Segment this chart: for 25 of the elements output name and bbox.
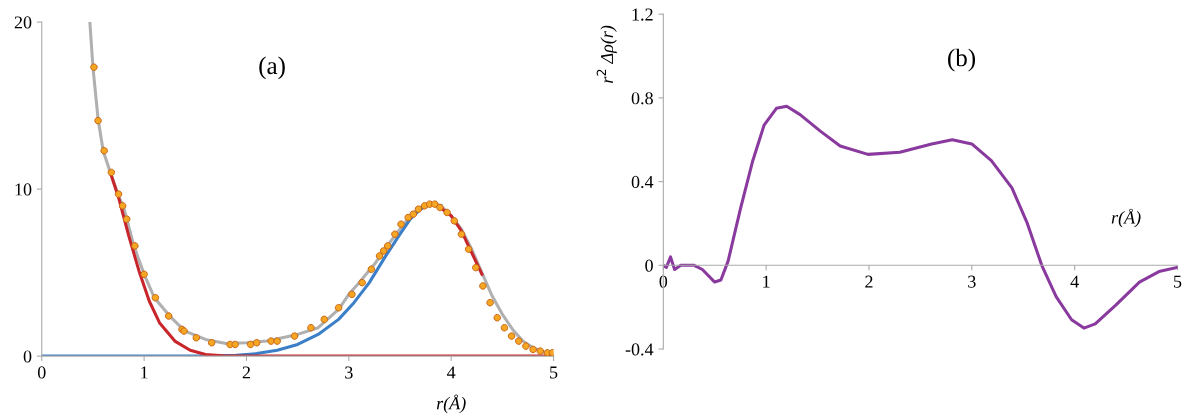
x-tick-label: 0 [37,366,46,379]
y-tick-label: 20 [14,16,32,29]
y-axis-title: r$^{2}$ Δρ(r) [596,25,617,83]
y-tick-label: 0 [23,350,32,363]
x-tick-label: 1 [141,366,148,379]
x-tick-label: 5 [550,366,558,379]
y-tick-label: 0.8 [631,92,653,105]
x-tick-label: 2 [865,275,873,288]
x-tick-label: 3 [345,366,353,379]
y-tick-label: 0 [645,259,653,272]
x-tick-label: 2 [242,366,250,379]
x-tick-label: 4 [447,366,456,379]
x-tick-label: 4 [1070,275,1079,288]
y-tick-label: 10 [15,183,32,196]
x-tick-label: 5 [1174,275,1182,288]
y-tick-label: 1.2 [632,8,653,21]
x-axis-title: r(Å) [436,394,466,414]
text: (a) [259,56,285,80]
text: (b) [948,48,976,72]
y-tick-label: 0.4 [631,175,654,189]
x-tick-label: 3 [968,275,976,288]
x-axis-title: r(Å) [1111,208,1141,228]
y-tick-label: -0.4 [625,343,654,356]
x-tick-label: 0 [659,275,668,288]
x-tick-label: 1 [763,275,770,288]
